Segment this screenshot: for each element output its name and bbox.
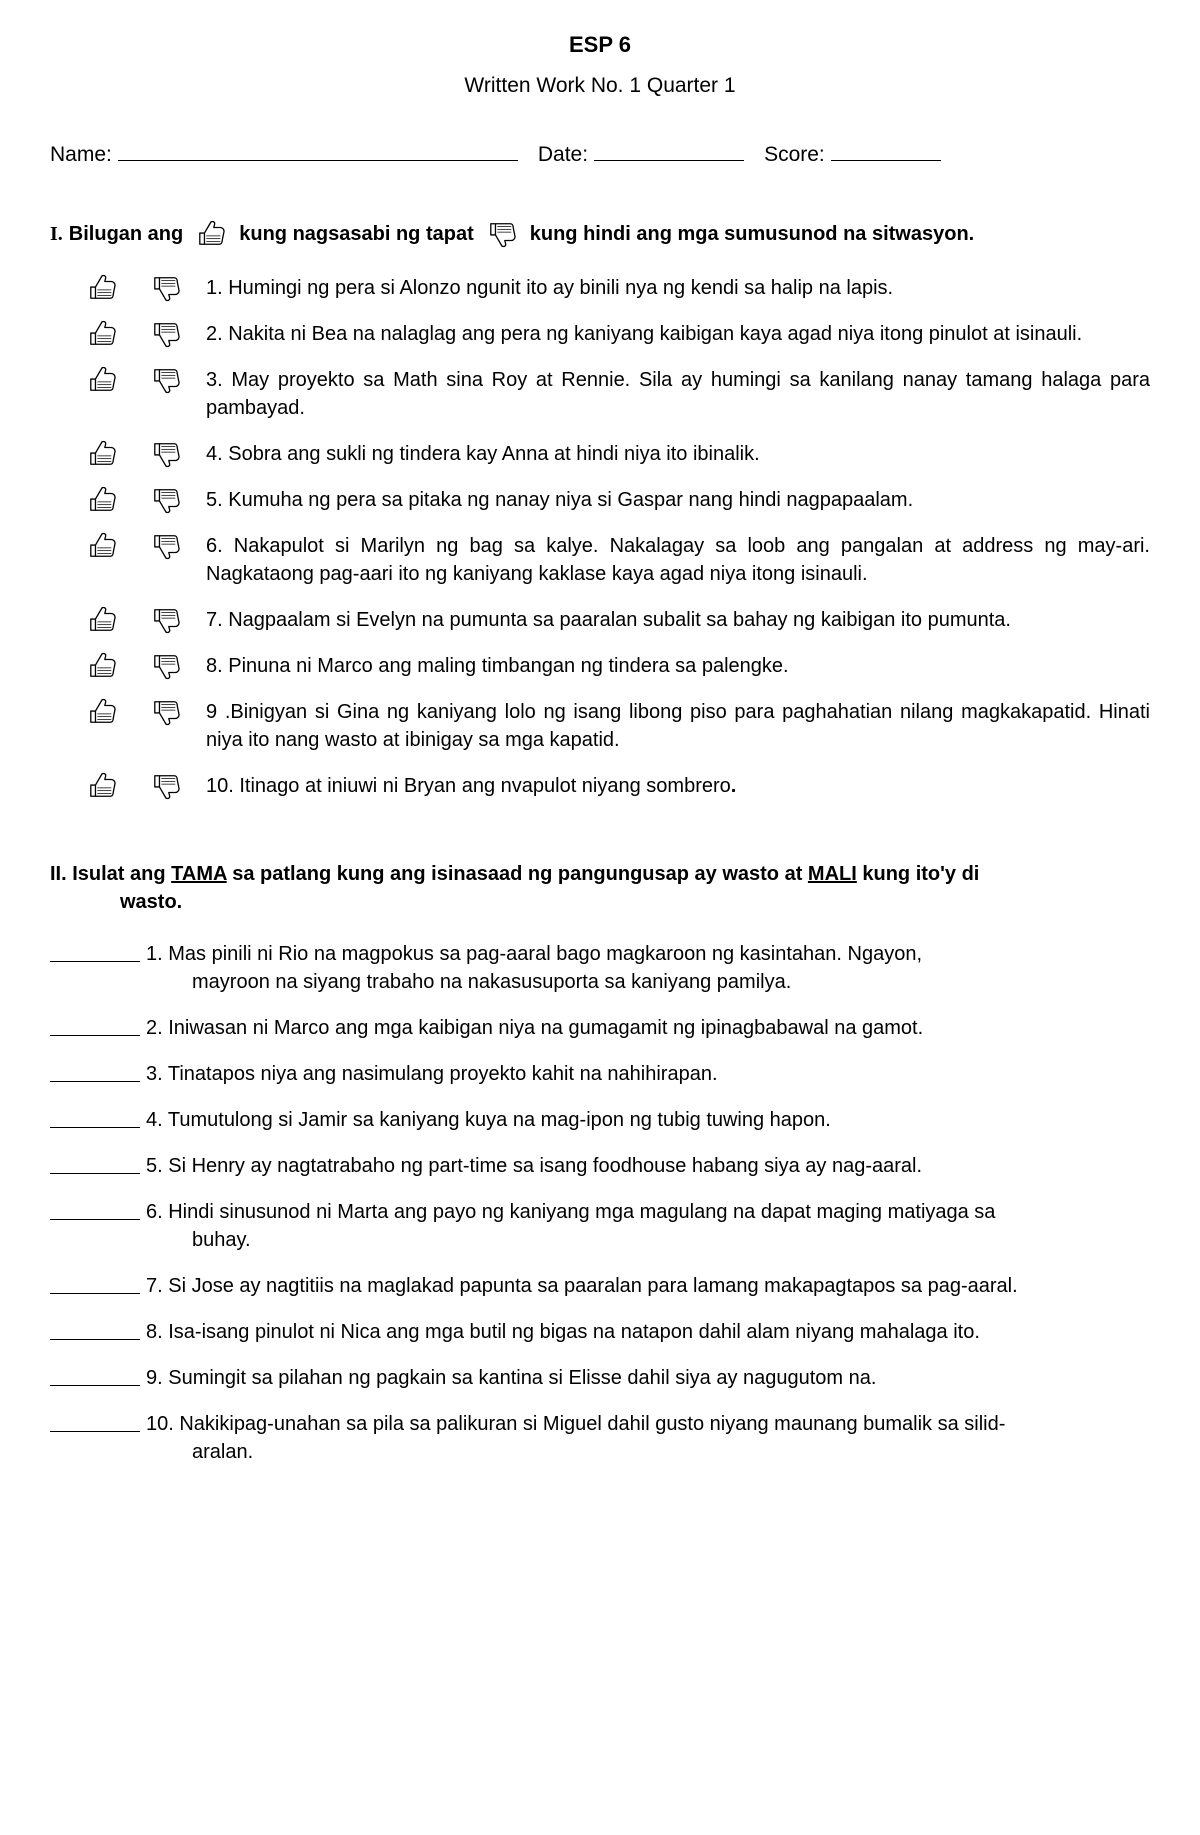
page-subtitle: Written Work No. 1 Quarter 1	[50, 71, 1150, 100]
thumbs-down-icon[interactable]	[148, 320, 184, 348]
thumbs-up-icon[interactable]	[84, 440, 120, 468]
answer-blank[interactable]	[50, 1060, 140, 1082]
s1-item: 3. May proyekto sa Math sina Roy at Renn…	[80, 364, 1150, 422]
s2-item-text: 7. Si Jose ay nagtitiis na maglakad papu…	[146, 1272, 1150, 1300]
section2-line2: wasto.	[50, 888, 1150, 916]
thumbs-down-icon[interactable]	[148, 486, 184, 514]
s1-item-text: 6. Nakapulot si Marilyn ng bag sa kalye.…	[206, 530, 1150, 588]
s2-item: 3. Tinatapos niya ang nasimulang proyekt…	[50, 1060, 1150, 1088]
worksheet-header: ESP 6 Written Work No. 1 Quarter 1	[50, 30, 1150, 100]
s1-item: 10. Itinago at iniuwi ni Bryan ang nvapu…	[80, 770, 1150, 800]
section1-roman: I.	[50, 220, 63, 248]
section2-items: 1. Mas pinili ni Rio na magpokus sa pag-…	[50, 940, 1150, 1466]
section2-end: kung ito'y di	[857, 863, 980, 885]
section1-items: 1. Humingi ng pera si Alonzo ngunit ito …	[50, 272, 1150, 800]
name-blank[interactable]	[118, 160, 518, 161]
thumbs-down-icon[interactable]	[148, 440, 184, 468]
s2-item: 9. Sumingit sa pilahan ng pagkain sa kan…	[50, 1364, 1150, 1392]
answer-blank[interactable]	[50, 1318, 140, 1340]
section1-prefix: Bilugan ang	[69, 220, 183, 248]
date-label: Date:	[538, 140, 588, 169]
s2-item-text: 5. Si Henry ay nagtatrabaho ng part-time…	[146, 1152, 1150, 1180]
s2-item-text: 9. Sumingit sa pilahan ng pagkain sa kan…	[146, 1364, 1150, 1392]
s2-item-text: 2. Iniwasan ni Marco ang mga kaibigan ni…	[146, 1014, 1150, 1042]
thumbs-up-icon	[193, 220, 229, 248]
student-info-row: Name: Date: Score:	[50, 140, 1150, 169]
answer-blank[interactable]	[50, 1410, 140, 1432]
s2-item-text: 4. Tumutulong si Jamir sa kaniyang kuya …	[146, 1106, 1150, 1134]
s1-item: 9 .Binigyan si Gina ng kaniyang lolo ng …	[80, 696, 1150, 754]
s2-item-text: 6. Hindi sinusunod ni Marta ang payo ng …	[146, 1198, 1150, 1254]
s2-item-text: 1. Mas pinili ni Rio na magpokus sa pag-…	[146, 940, 1150, 996]
s2-item: 5. Si Henry ay nagtatrabaho ng part-time…	[50, 1152, 1150, 1180]
s2-item: 8. Isa-isang pinulot ni Nica ang mga but…	[50, 1318, 1150, 1346]
section2-prefix: II. Isulat ang	[50, 863, 171, 885]
thumbs-down-icon[interactable]	[148, 366, 184, 394]
s1-item: 1. Humingi ng pera si Alonzo ngunit ito …	[80, 272, 1150, 302]
thumbs-up-icon[interactable]	[84, 320, 120, 348]
s1-item: 6. Nakapulot si Marilyn ng bag sa kalye.…	[80, 530, 1150, 588]
answer-blank[interactable]	[50, 1152, 140, 1174]
thumbs-up-icon[interactable]	[84, 486, 120, 514]
thumbs-up-icon[interactable]	[84, 698, 120, 726]
thumbs-down-icon[interactable]	[148, 606, 184, 634]
section2-mali: MALI	[808, 863, 857, 885]
s1-item-text: 4. Sobra ang sukli ng tindera kay Anna a…	[206, 438, 1150, 468]
s2-item: 2. Iniwasan ni Marco ang mga kaibigan ni…	[50, 1014, 1150, 1042]
thumbs-up-icon[interactable]	[84, 652, 120, 680]
section2-tama: TAMA	[171, 863, 227, 885]
s1-item: 5. Kumuha ng pera sa pitaka ng nanay niy…	[80, 484, 1150, 514]
s1-item-text: 3. May proyekto sa Math sina Roy at Renn…	[206, 364, 1150, 422]
answer-blank[interactable]	[50, 1106, 140, 1128]
section2-header: II. Isulat ang TAMA sa patlang kung ang …	[50, 860, 1150, 916]
thumbs-up-icon[interactable]	[84, 366, 120, 394]
section1-mid: kung nagsasabi ng tapat	[239, 220, 473, 248]
s1-item-text: 9 .Binigyan si Gina ng kaniyang lolo ng …	[206, 696, 1150, 754]
score-label: Score:	[764, 140, 825, 169]
thumbs-down-icon	[484, 220, 520, 248]
s1-item: 2. Nakita ni Bea na nalaglag ang pera ng…	[80, 318, 1150, 348]
s1-item-text: 7. Nagpaalam si Evelyn na pumunta sa paa…	[206, 604, 1150, 634]
thumbs-down-icon[interactable]	[148, 652, 184, 680]
s2-item-text: 3. Tinatapos niya ang nasimulang proyekt…	[146, 1060, 1150, 1088]
answer-blank[interactable]	[50, 1198, 140, 1220]
thumbs-up-icon[interactable]	[84, 772, 120, 800]
name-label: Name:	[50, 140, 112, 169]
thumbs-up-icon[interactable]	[84, 606, 120, 634]
s2-item: 10. Nakikipag-unahan sa pila sa palikura…	[50, 1410, 1150, 1466]
answer-blank[interactable]	[50, 1272, 140, 1294]
thumbs-down-icon[interactable]	[148, 532, 184, 560]
page-title: ESP 6	[50, 30, 1150, 61]
score-blank[interactable]	[831, 160, 941, 161]
answer-blank[interactable]	[50, 1014, 140, 1036]
s2-item: 6. Hindi sinusunod ni Marta ang payo ng …	[50, 1198, 1150, 1254]
s1-item: 4. Sobra ang sukli ng tindera kay Anna a…	[80, 438, 1150, 468]
s1-item: 8. Pinuna ni Marco ang maling timbangan …	[80, 650, 1150, 680]
s1-item-text: 2. Nakita ni Bea na nalaglag ang pera ng…	[206, 318, 1150, 348]
s1-item-text: 5. Kumuha ng pera sa pitaka ng nanay niy…	[206, 484, 1150, 514]
s1-item-text: 1. Humingi ng pera si Alonzo ngunit ito …	[206, 272, 1150, 302]
s2-item-text: 10. Nakikipag-unahan sa pila sa palikura…	[146, 1410, 1150, 1466]
s2-item: 4. Tumutulong si Jamir sa kaniyang kuya …	[50, 1106, 1150, 1134]
thumbs-down-icon[interactable]	[148, 772, 184, 800]
s2-item-text: 8. Isa-isang pinulot ni Nica ang mga but…	[146, 1318, 1150, 1346]
s1-item-text: 8. Pinuna ni Marco ang maling timbangan …	[206, 650, 1150, 680]
section2-mid: sa patlang kung ang isinasaad ng pangung…	[227, 863, 808, 885]
thumbs-up-icon[interactable]	[84, 532, 120, 560]
thumbs-down-icon[interactable]	[148, 698, 184, 726]
s1-item-text: 10. Itinago at iniuwi ni Bryan ang nvapu…	[206, 770, 1150, 800]
s2-item: 7. Si Jose ay nagtitiis na maglakad papu…	[50, 1272, 1150, 1300]
thumbs-up-icon[interactable]	[84, 274, 120, 302]
section1-header: I. Bilugan ang kung nagsasabi ng tapat k…	[50, 220, 1150, 248]
date-blank[interactable]	[594, 160, 744, 161]
thumbs-down-icon[interactable]	[148, 274, 184, 302]
answer-blank[interactable]	[50, 1364, 140, 1386]
s2-item: 1. Mas pinili ni Rio na magpokus sa pag-…	[50, 940, 1150, 996]
s1-item: 7. Nagpaalam si Evelyn na pumunta sa paa…	[80, 604, 1150, 634]
section1-end: kung hindi ang mga sumusunod na sitwasyo…	[530, 220, 974, 248]
answer-blank[interactable]	[50, 940, 140, 962]
